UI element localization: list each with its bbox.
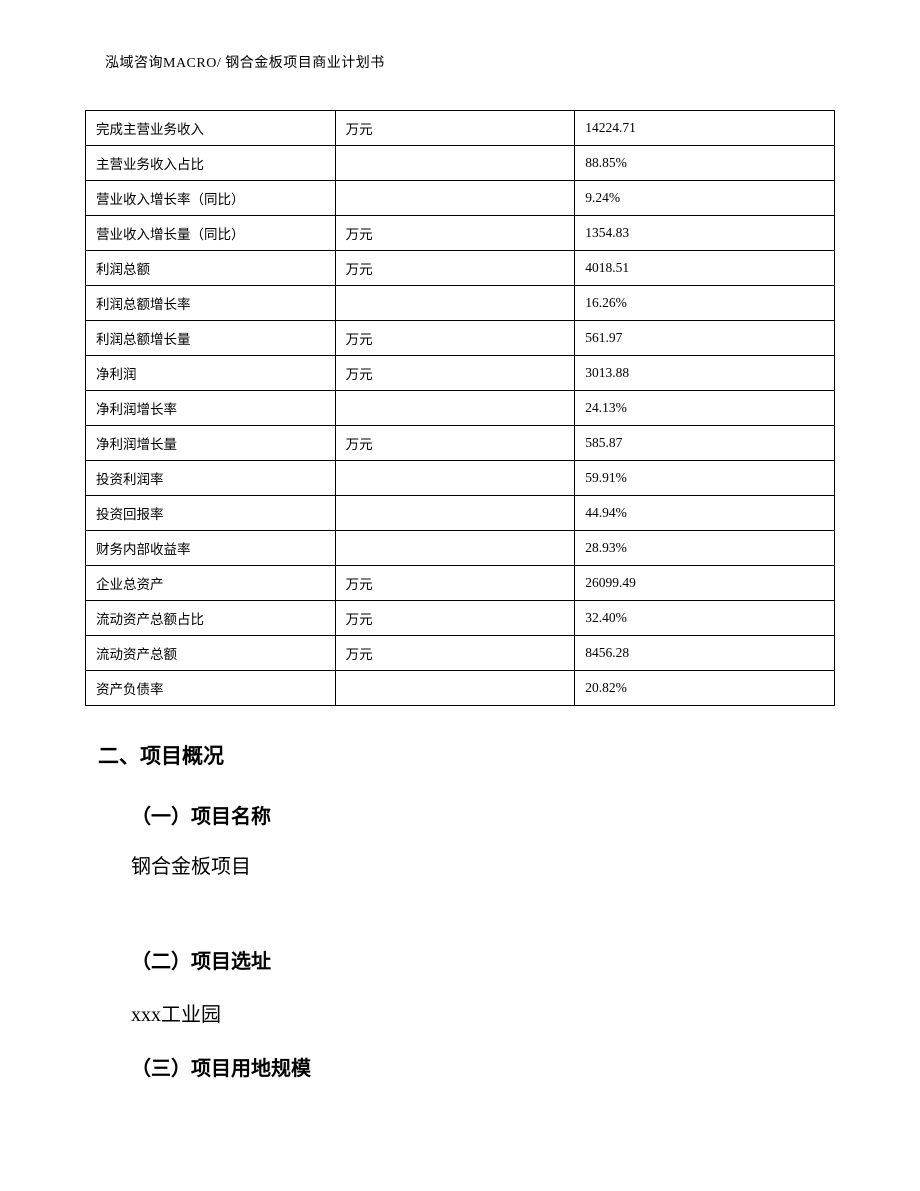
table-cell-unit [335, 531, 575, 566]
table-row: 利润总额增长量万元561.97 [86, 321, 835, 356]
table-row: 营业收入增长量（同比）万元1354.83 [86, 216, 835, 251]
table-cell-label: 净利润增长率 [86, 391, 336, 426]
table-row: 利润总额增长率 16.26% [86, 286, 835, 321]
table-row: 财务内部收益率 28.93% [86, 531, 835, 566]
subsection-project-location: （二）项目选址 [131, 945, 271, 974]
table-cell-label: 完成主营业务收入 [86, 111, 336, 146]
table-cell-unit [335, 496, 575, 531]
table-cell-unit [335, 461, 575, 496]
table-cell-label: 资产负债率 [86, 671, 336, 706]
table-cell-label: 利润总额增长率 [86, 286, 336, 321]
table-cell-value: 3013.88 [575, 356, 835, 391]
table-row: 净利润增长量万元585.87 [86, 426, 835, 461]
table-cell-value: 88.85% [575, 146, 835, 181]
project-location-text: xxx工业园 [131, 998, 221, 1027]
table-cell-label: 投资利润率 [86, 461, 336, 496]
table-row: 完成主营业务收入万元14224.71 [86, 111, 835, 146]
table-row: 流动资产总额占比万元32.40% [86, 601, 835, 636]
page-header: 泓域咨询MACRO/ 钢合金板项目商业计划书 [105, 52, 385, 72]
table-cell-unit: 万元 [335, 356, 575, 391]
table-cell-value: 20.82% [575, 671, 835, 706]
table-row: 营业收入增长率（同比） 9.24% [86, 181, 835, 216]
table-cell-label: 流动资产总额占比 [86, 601, 336, 636]
table-cell-value: 26099.49 [575, 566, 835, 601]
table-cell-label: 净利润 [86, 356, 336, 391]
table-row: 投资利润率 59.91% [86, 461, 835, 496]
table-row: 资产负债率 20.82% [86, 671, 835, 706]
table-cell-value: 1354.83 [575, 216, 835, 251]
table-cell-unit: 万元 [335, 426, 575, 461]
table-row: 净利润增长率 24.13% [86, 391, 835, 426]
table-cell-value: 28.93% [575, 531, 835, 566]
table-cell-unit [335, 181, 575, 216]
section-heading-overview: 二、项目概况 [98, 740, 224, 770]
table-cell-label: 净利润增长量 [86, 426, 336, 461]
table-row: 主营业务收入占比 88.85% [86, 146, 835, 181]
table-cell-unit [335, 671, 575, 706]
table-cell-value: 585.87 [575, 426, 835, 461]
table-cell-value: 8456.28 [575, 636, 835, 671]
table-cell-label: 流动资产总额 [86, 636, 336, 671]
table-cell-value: 32.40% [575, 601, 835, 636]
table-cell-value: 24.13% [575, 391, 835, 426]
table-row: 利润总额万元4018.51 [86, 251, 835, 286]
table-cell-value: 4018.51 [575, 251, 835, 286]
table-cell-label: 营业收入增长量（同比） [86, 216, 336, 251]
table-cell-label: 企业总资产 [86, 566, 336, 601]
table-row: 企业总资产万元26099.49 [86, 566, 835, 601]
table-cell-value: 561.97 [575, 321, 835, 356]
subsection-project-name: （一）项目名称 [131, 800, 271, 829]
table-cell-unit [335, 146, 575, 181]
table-cell-unit: 万元 [335, 636, 575, 671]
subsection-land-scale: （三）项目用地规模 [131, 1052, 311, 1081]
table-cell-label: 主营业务收入占比 [86, 146, 336, 181]
table-cell-value: 16.26% [575, 286, 835, 321]
table-cell-label: 营业收入增长率（同比） [86, 181, 336, 216]
table-cell-label: 利润总额增长量 [86, 321, 336, 356]
table-cell-unit [335, 286, 575, 321]
table-cell-label: 利润总额 [86, 251, 336, 286]
table-cell-value: 59.91% [575, 461, 835, 496]
table-row: 投资回报率 44.94% [86, 496, 835, 531]
table-row: 流动资产总额万元8456.28 [86, 636, 835, 671]
financial-table: 完成主营业务收入万元14224.71主营业务收入占比88.85%营业收入增长率（… [85, 110, 835, 706]
project-name-text: 钢合金板项目 [131, 850, 251, 879]
table-cell-unit: 万元 [335, 216, 575, 251]
table-row: 净利润万元3013.88 [86, 356, 835, 391]
table-cell-unit: 万元 [335, 111, 575, 146]
table-cell-value: 9.24% [575, 181, 835, 216]
table-cell-unit: 万元 [335, 321, 575, 356]
table-cell-label: 财务内部收益率 [86, 531, 336, 566]
table-cell-value: 44.94% [575, 496, 835, 531]
table-cell-unit: 万元 [335, 566, 575, 601]
table-cell-unit [335, 391, 575, 426]
table-cell-unit: 万元 [335, 251, 575, 286]
table-cell-label: 投资回报率 [86, 496, 336, 531]
table-cell-value: 14224.71 [575, 111, 835, 146]
table-cell-unit: 万元 [335, 601, 575, 636]
